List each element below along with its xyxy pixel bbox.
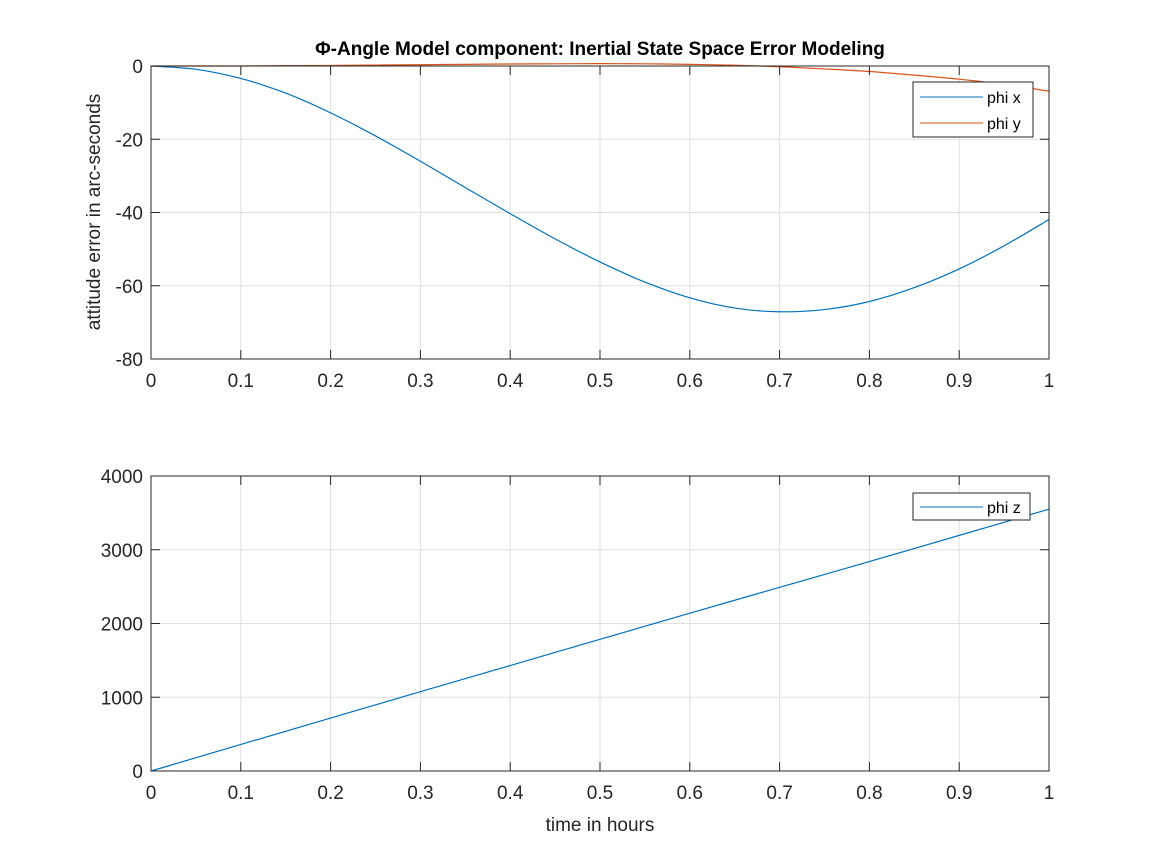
bottom-y-tick-label: 2000 xyxy=(101,615,143,636)
top-x-tick-label: 1 xyxy=(1044,371,1055,392)
series-line-phi-z xyxy=(150,508,1050,772)
bottom-x-axis-label: time in hours xyxy=(546,815,655,836)
top-y-tick-label: -80 xyxy=(116,350,143,371)
top-subplot: 0 0.1 0.2 0.3 0.4 0.5 0.6 0.7 0.8 0.9 1 -80-60-40-… xyxy=(84,57,1054,392)
bottom-y-tick-label: 0 xyxy=(132,762,143,783)
top-x-tick-label: 0.6 xyxy=(677,371,703,392)
bottom-x-tick-label: 0.2 xyxy=(317,783,343,804)
top-x-tick-label: 0.5 xyxy=(587,371,613,392)
bottom-x-tick-label: 0 xyxy=(146,783,157,804)
bottom-y-tick-label: 1000 xyxy=(101,688,143,709)
figure-title: Φ-Angle Model component: Inertial State … xyxy=(315,39,885,60)
bottom-x-tick-label: 0.4 xyxy=(497,783,524,804)
bottom-x-tick-labels: 0 0.1 0.2 0.3 0.4 0.5 0.6 0.7 0.8 0.9 1 xyxy=(146,783,1055,804)
top-x-tick-label: 0.3 xyxy=(407,371,433,392)
top-x-tick-label: 0.1 xyxy=(228,371,254,392)
top-y-tick-label: -20 xyxy=(116,130,143,151)
bottom-x-tick-label: 0.5 xyxy=(587,783,613,804)
bottom-x-tick-label: 0.6 xyxy=(677,783,703,804)
top-legend-box xyxy=(912,81,1034,138)
top-y-tick-labels: -80 -60 -40 -20 0 xyxy=(116,57,143,371)
top-x-tick-label: 0.4 xyxy=(497,371,524,392)
series-line-phi-x xyxy=(150,65,1050,313)
top-x-tick-label: 0 xyxy=(146,371,157,392)
top-y-axis-label: attitude error in arc-seconds xyxy=(84,94,105,331)
legend-label-phi-y: phi y xyxy=(987,116,1021,133)
legend-label-phi-z: phi z xyxy=(987,500,1021,517)
bottom-x-tick-label: 0.3 xyxy=(407,783,433,804)
bottom-x-tick-label: 1 xyxy=(1044,783,1055,804)
bottom-x-tick-label: 0.8 xyxy=(856,783,882,804)
bottom-y-tick-label: 4000 xyxy=(101,467,143,488)
bottom-x-tick-label: 0.1 xyxy=(228,783,254,804)
top-y-tick-label: 0 xyxy=(132,57,143,78)
top-y-tick-label: -60 xyxy=(116,277,143,298)
bottom-x-tick-label: 0.7 xyxy=(766,783,792,804)
bottom-ticks xyxy=(150,475,1050,772)
bottom-series-lines xyxy=(150,508,1050,772)
bottom-y-tick-label: 3000 xyxy=(101,541,143,562)
bottom-legend: phi z xyxy=(912,492,1031,521)
top-x-tick-label: 0.7 xyxy=(766,371,792,392)
top-x-tick-label: 0.8 xyxy=(856,371,882,392)
legend-label-phi-x: phi x xyxy=(987,90,1021,107)
top-y-tick-label: -40 xyxy=(116,204,143,225)
bottom-subplot: 0 0.1 0.2 0.3 0.4 0.5 0.6 0.7 0.8 0.9 1 0 1000 2000 3… xyxy=(101,467,1055,836)
top-x-tick-label: 0.9 xyxy=(946,371,972,392)
bottom-y-tick-labels: 0 1000 2000 3000 4000 xyxy=(101,467,143,783)
top-legend: phi x phi y xyxy=(912,81,1034,138)
top-x-tick-labels: 0 0.1 0.2 0.3 0.4 0.5 0.6 0.7 0.8 0.9 1 xyxy=(146,371,1055,392)
top-ticks xyxy=(150,65,1050,360)
top-x-tick-label: 0.2 xyxy=(317,371,343,392)
bottom-x-tick-label: 0.9 xyxy=(946,783,972,804)
